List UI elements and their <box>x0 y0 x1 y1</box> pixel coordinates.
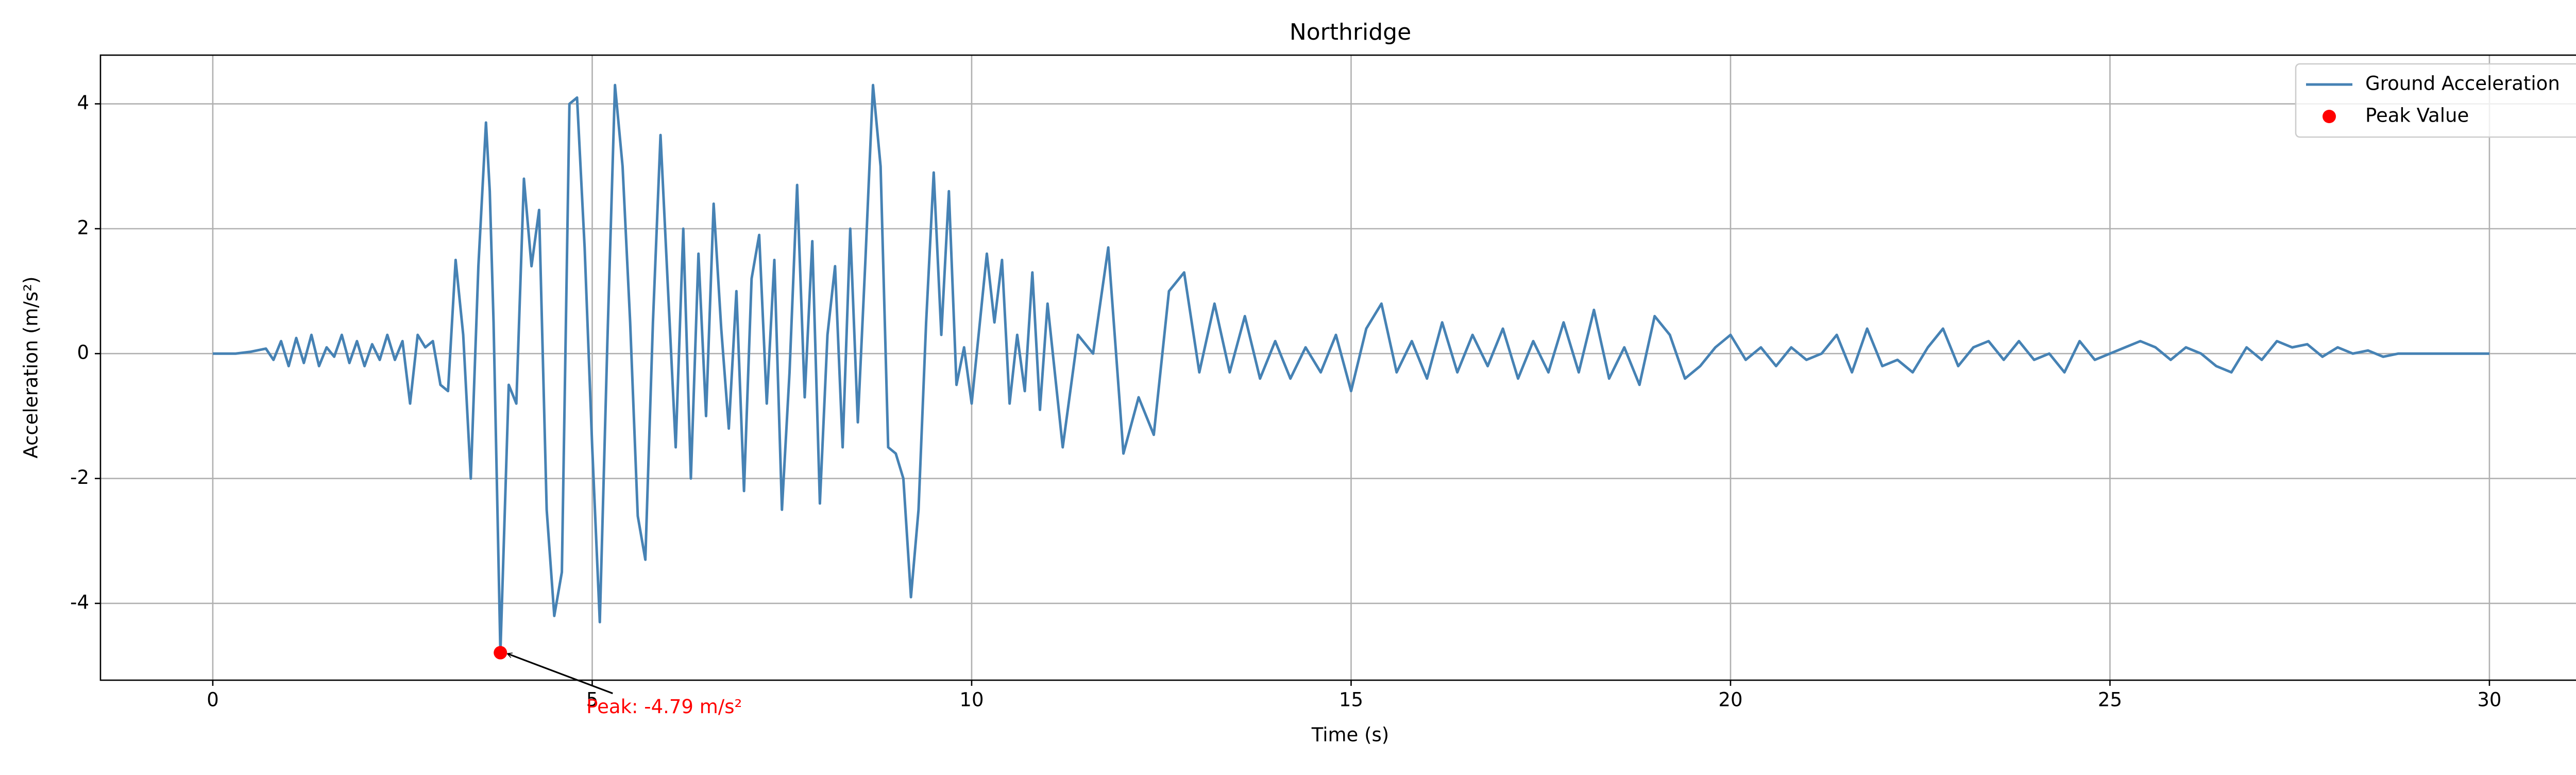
y-axis-label: Acceleration (m/s²) <box>20 276 42 458</box>
data-point <box>494 646 507 660</box>
x-tick-label: 10 <box>959 689 984 711</box>
y-tick-label: 4 <box>77 92 89 114</box>
chart-title: Northridge <box>1290 19 1411 45</box>
x-tick-label: 5 <box>586 689 599 711</box>
plot-frame <box>99 54 2576 681</box>
y-tick-label: 0 <box>77 342 89 364</box>
y-tick-label: 2 <box>77 216 89 239</box>
annotation-arrow <box>507 654 613 695</box>
y-tick-label: -4 <box>70 591 89 613</box>
y-tick-label: -2 <box>70 466 89 488</box>
x-tick-label: 20 <box>1718 689 1742 711</box>
legend-label: Ground Acceleration <box>2365 73 2560 95</box>
x-tick-label: 15 <box>1339 689 1363 711</box>
x-axis-label: Time (s) <box>1311 724 1389 746</box>
annotation: Peak: -4.79 m/s² <box>586 696 742 718</box>
x-tick-label: 30 <box>2477 689 2501 711</box>
data-line <box>213 83 2489 654</box>
legend-box <box>2295 63 2576 138</box>
x-tick-label: 25 <box>2098 689 2122 711</box>
legend-swatch <box>2323 110 2336 123</box>
x-tick-label: 0 <box>207 689 219 711</box>
legend-label: Peak Value <box>2365 105 2469 127</box>
